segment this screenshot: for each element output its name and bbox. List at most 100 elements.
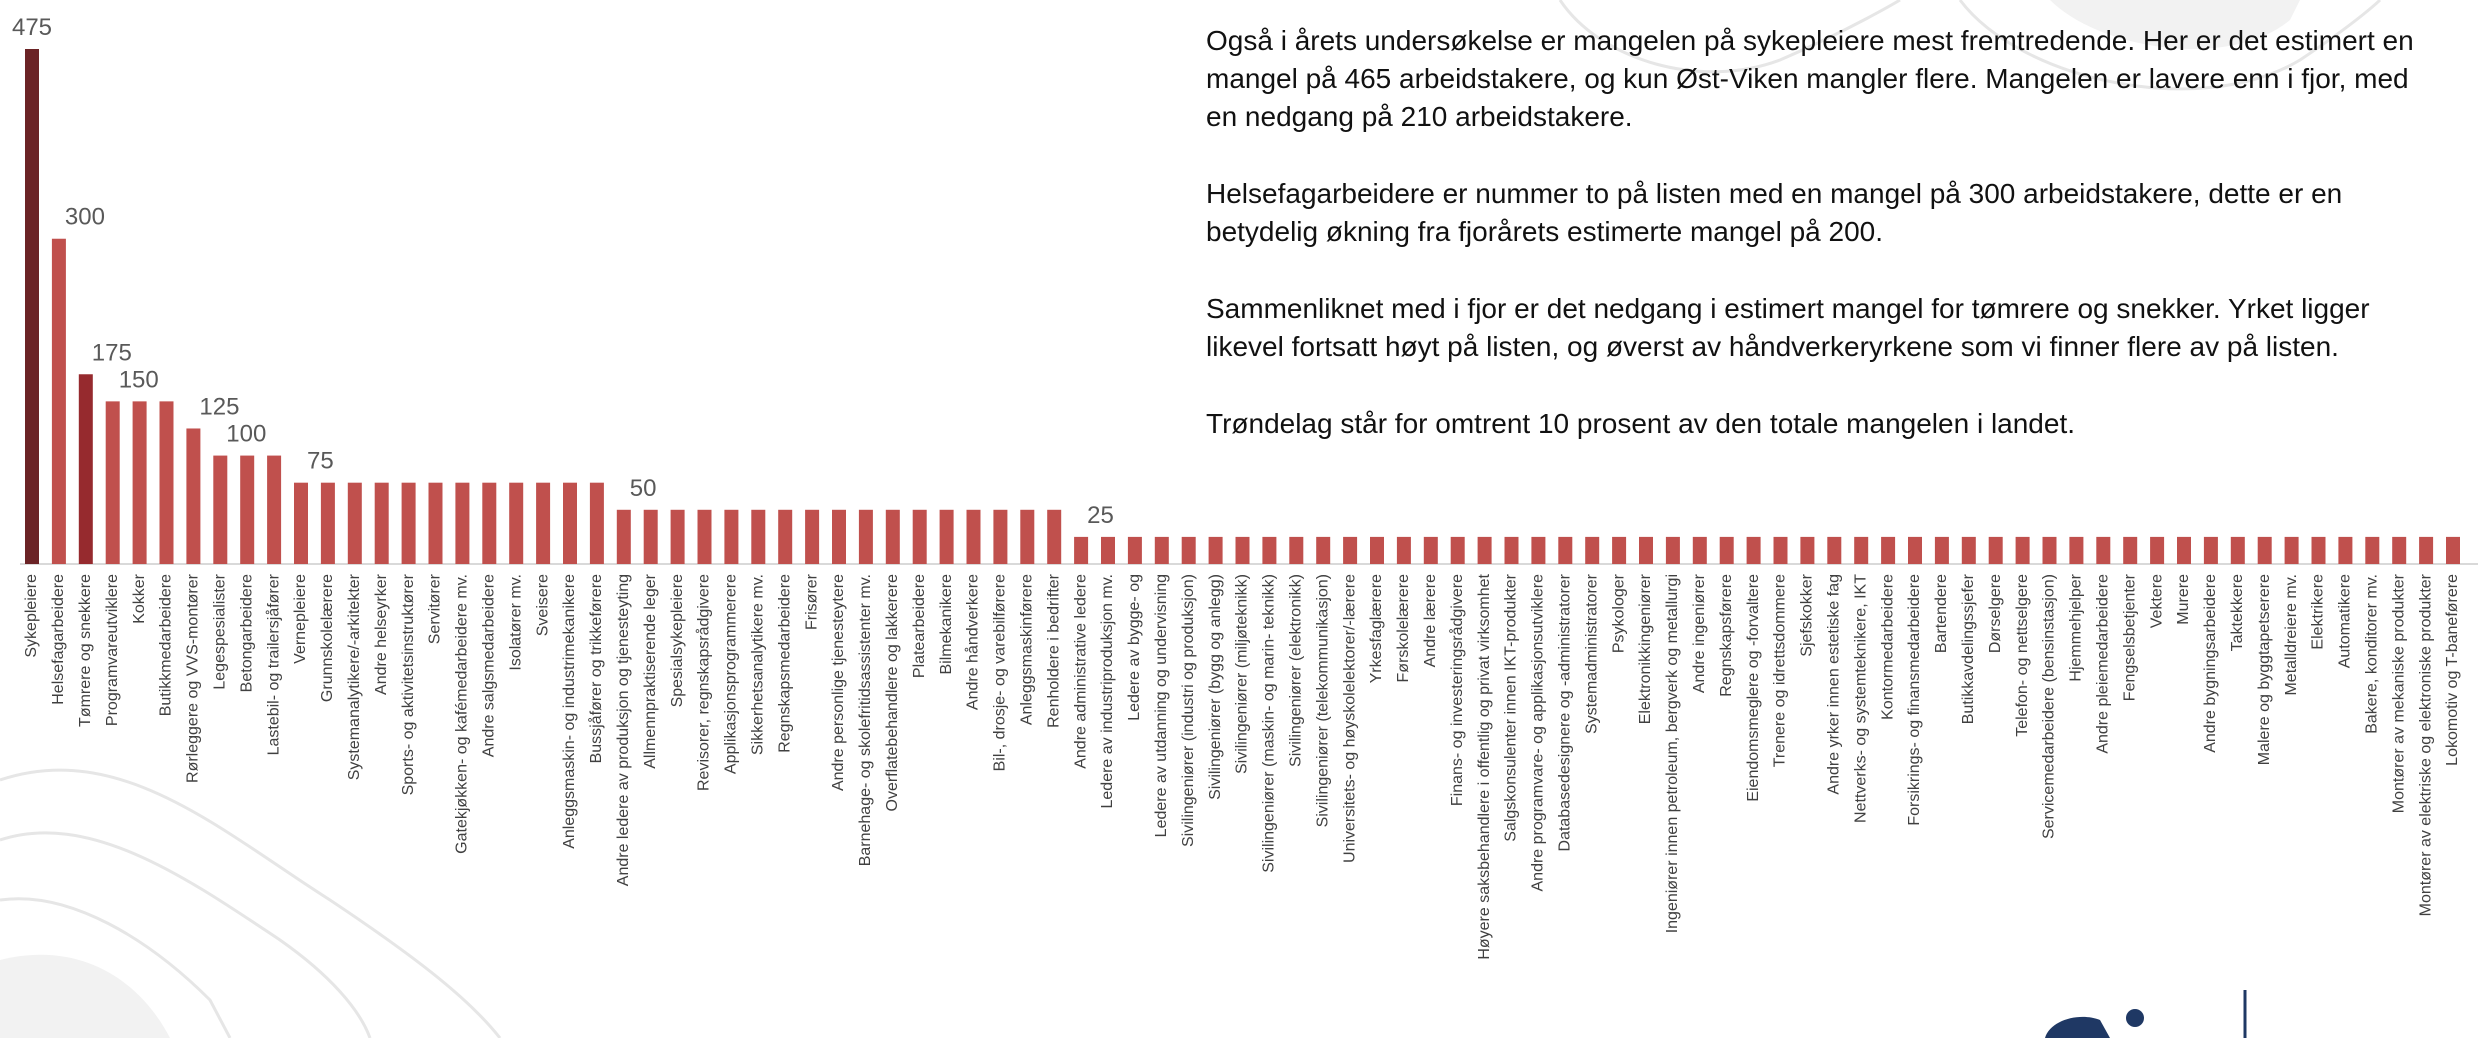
bar xyxy=(186,428,200,564)
bar xyxy=(778,510,792,564)
x-tick-label: Eiendomsmeglere og -forvaltere xyxy=(1745,574,1762,802)
x-tick-label: Høyere saksbehandlere i offentlig og pri… xyxy=(1476,573,1493,959)
x-tick-label: Servitører xyxy=(427,573,444,644)
bar xyxy=(832,510,846,564)
bar xyxy=(644,510,658,564)
bar xyxy=(1908,537,1922,564)
x-tick-label: Barnehage- og skolefritidsassistenter mv… xyxy=(857,574,874,866)
x-tick-label: Applikasjonsprogrammerere xyxy=(723,574,740,774)
x-tick-label: Ledere av industriproduksjon mv. xyxy=(1099,574,1116,809)
bar xyxy=(133,401,147,564)
x-tick-label: Overflatebehandlere og lakkerere xyxy=(884,574,901,812)
bar xyxy=(482,483,496,564)
paragraph: Trøndelag står for omtrent 10 prosent av… xyxy=(1206,405,2421,443)
bar xyxy=(2419,537,2433,564)
bar xyxy=(240,456,254,564)
bar xyxy=(698,510,712,564)
bar xyxy=(1343,537,1357,564)
bar xyxy=(52,239,66,564)
bar xyxy=(967,510,981,564)
logo xyxy=(2045,990,2245,1038)
x-tick-label: Trenere og idrettsdommere xyxy=(1772,574,1789,767)
x-tick-label: Allmennpraktiserende leger xyxy=(642,573,659,768)
bar xyxy=(1505,537,1519,564)
bar xyxy=(1370,537,1384,564)
x-tick-label: Fengselsbetjenter xyxy=(2121,573,2138,701)
bar xyxy=(1101,537,1115,564)
bar xyxy=(25,49,39,564)
bar xyxy=(859,510,873,564)
bar xyxy=(1397,537,1411,564)
bar xyxy=(913,510,927,564)
bar xyxy=(402,483,416,564)
bar xyxy=(2338,537,2352,564)
bar xyxy=(1666,537,1680,564)
x-tick-label: Taktekkere xyxy=(2229,574,2246,651)
x-tick-label: Andre håndverkere xyxy=(964,574,982,710)
x-tick-label: Andre salgsmedarbeidere xyxy=(481,574,498,757)
bar xyxy=(1074,537,1088,564)
x-tick-label: Førskolelærere xyxy=(1395,574,1412,683)
bar xyxy=(2177,537,2191,564)
x-tick-label: Sveisere xyxy=(534,574,551,636)
x-tick-label: Butikkavdelingssjefer xyxy=(1960,573,1977,724)
bar xyxy=(940,510,954,564)
x-tick-label: Murere xyxy=(2175,574,2192,625)
x-tick-label: Isolatører mv. xyxy=(507,574,524,671)
bar xyxy=(724,510,738,564)
bar xyxy=(1182,537,1196,564)
x-tick-label: Finans- og investeringsrådgivere xyxy=(1448,574,1466,806)
x-tick-label: Sivilingeniører (bygg og anlegg) xyxy=(1207,574,1224,800)
x-tick-label: Regnskapsmedarbeidere xyxy=(776,574,793,753)
x-tick-label: Anleggsmaskinførere xyxy=(1019,574,1036,725)
x-tick-label: Metalldreiere mv. xyxy=(2283,574,2300,696)
value-label: 175 xyxy=(92,339,132,366)
x-tick-label: Vernepleiere xyxy=(292,574,309,664)
bar xyxy=(106,401,120,564)
x-tick-label: Andre yrker innen estetiske fag xyxy=(1826,574,1843,795)
bar xyxy=(1047,510,1061,564)
x-tick-label: Andre administrative ledere xyxy=(1072,574,1089,769)
x-tick-label: Gatekjøkken- og kafémedarbeidere mv. xyxy=(454,574,471,854)
x-tick-label: Lastebil- og trailersjåfører xyxy=(264,573,282,755)
bar xyxy=(1424,537,1438,564)
bar xyxy=(1800,537,1814,564)
value-label: 75 xyxy=(307,448,334,475)
x-tick-label: Dørselgere xyxy=(1987,574,2004,653)
x-tick-label: Salgskonsulenter innen IKT-produkter xyxy=(1503,573,1520,841)
value-label: 125 xyxy=(199,393,239,420)
x-tick-label: Kokker xyxy=(131,573,148,623)
bar xyxy=(1155,537,1169,564)
bar xyxy=(2285,537,2299,564)
bar xyxy=(1020,510,1034,564)
bar xyxy=(321,483,335,564)
x-tick-label: Universitets- og høyskolelektorer/-lærer… xyxy=(1341,574,1358,863)
x-tick-label: Elektrikere xyxy=(2310,574,2327,650)
x-tick-label: Andre pleiemedarbeidere xyxy=(2095,574,2112,754)
bar xyxy=(2204,537,2218,564)
value-label: 475 xyxy=(12,14,52,41)
bar xyxy=(1236,537,1250,564)
bar xyxy=(1827,537,1841,564)
bar xyxy=(1774,537,1788,564)
bar xyxy=(213,456,227,564)
bar xyxy=(2392,537,2406,564)
x-tick-label: Sjefskokker xyxy=(1799,573,1816,656)
x-tick-label: Systemanalytikere/-arkitekter xyxy=(346,573,363,780)
x-tick-label: Sykepleiere xyxy=(23,574,40,658)
x-tick-label: Lokomotiv og T-baneførere xyxy=(2444,574,2461,766)
x-tick-label: Systemadministratorer xyxy=(1583,573,1600,734)
x-tick-label: Spesialsykepleiere xyxy=(669,574,686,708)
x-tick-label: Yrkesfaglærere xyxy=(1368,574,1385,683)
bar xyxy=(2150,537,2164,564)
bar xyxy=(1989,537,2003,564)
bar xyxy=(509,483,523,564)
x-tick-label: Forsikrings- og finansmedarbeidere xyxy=(1906,574,1923,826)
paragraph: Helsefagarbeidere er nummer to på listen… xyxy=(1206,175,2421,251)
bar xyxy=(1316,537,1330,564)
bar xyxy=(2043,537,2057,564)
x-tick-label: Bil-, drosje- og varebilførere xyxy=(992,574,1009,772)
x-tick-label: Butikkmedarbeidere xyxy=(158,574,175,716)
bar xyxy=(1720,537,1734,564)
bar xyxy=(375,483,389,564)
